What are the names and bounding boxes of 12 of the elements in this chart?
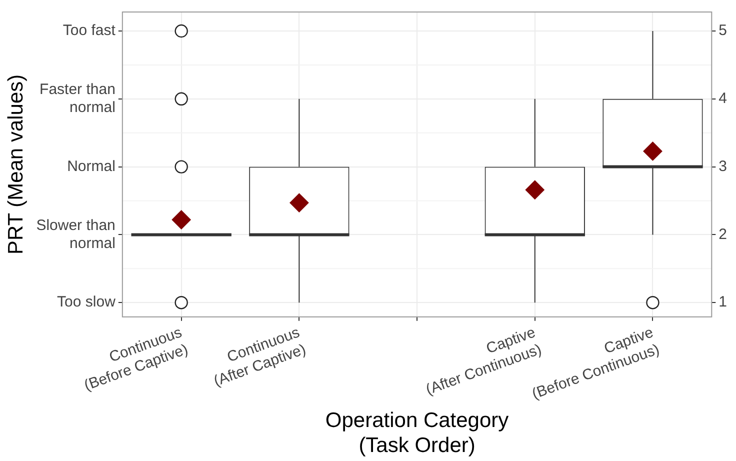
- y-tick-label: 1: [718, 294, 727, 311]
- y-tick-label: 2: [718, 226, 727, 243]
- y-tick-label: 4: [718, 90, 727, 108]
- text: Slower than normal: [36, 216, 116, 252]
- x-axis-title: Operation Category (Task Order): [325, 408, 510, 458]
- text: Normal: [67, 158, 116, 175]
- text: Too fast: [62, 22, 116, 40]
- text: Faster than normal: [40, 81, 116, 116]
- text: Too slow: [57, 294, 116, 311]
- y-tick-label: 5: [718, 22, 727, 40]
- y-axis-title: PRT (Mean values): [4, 74, 28, 254]
- y-tick-label: 3: [718, 158, 727, 175]
